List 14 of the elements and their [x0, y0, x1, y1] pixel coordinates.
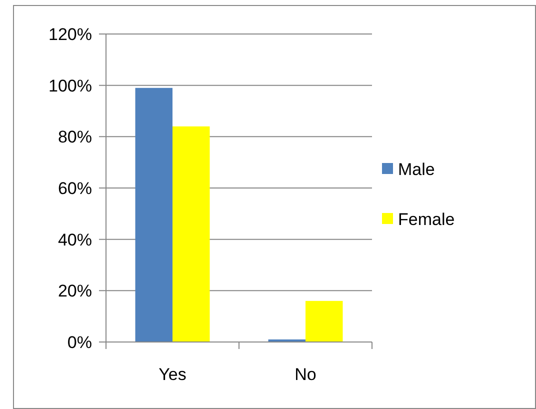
- legend-label: Male: [398, 160, 435, 179]
- x-tick-label: No: [294, 365, 316, 384]
- legend-label: Female: [398, 210, 455, 229]
- bar: [172, 126, 210, 342]
- bar: [306, 300, 343, 342]
- y-tick-label: 60%: [58, 178, 92, 198]
- y-tick-label: 20%: [58, 282, 92, 301]
- y-tick-label: 0%: [67, 332, 92, 352]
- bar: [135, 88, 172, 342]
- y-tick-label: 120%: [48, 24, 92, 44]
- y-tick-label: 80%: [58, 128, 92, 147]
- y-tick-label: 100%: [48, 76, 92, 96]
- y-tick-label: 40%: [58, 230, 92, 250]
- x-tick-label: Yes: [158, 365, 186, 384]
